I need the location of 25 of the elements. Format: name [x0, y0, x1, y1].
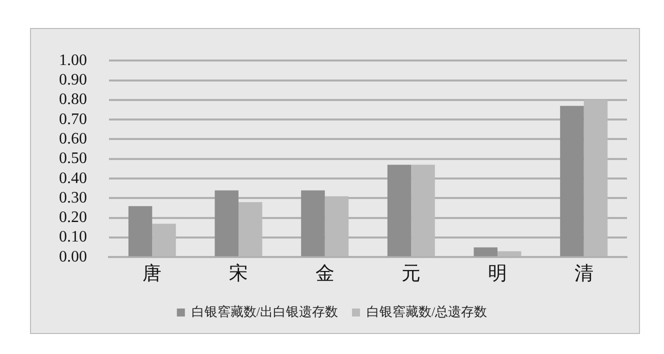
- x-tick-label: 唐: [142, 262, 162, 285]
- x-tick-label: 清: [574, 264, 594, 285]
- y-tick-label: 0.90: [59, 71, 87, 88]
- bar: [474, 247, 498, 256]
- bar: [301, 190, 325, 256]
- x-tick-label: 元: [402, 264, 421, 285]
- x-tick-label: 明: [488, 264, 507, 285]
- bar: [128, 206, 152, 256]
- x-tick-label: 宋: [229, 262, 248, 285]
- bar: [387, 164, 412, 256]
- y-tick-label: 0.40: [59, 170, 87, 187]
- y-tick-label: 0.10: [59, 228, 87, 246]
- y-tick-label: 0.60: [59, 130, 87, 148]
- y-tick-label: 0.70: [59, 110, 87, 128]
- y-tick-label: 0.20: [59, 209, 87, 226]
- bar: [560, 106, 584, 256]
- y-tick-label: 1.00: [59, 52, 87, 69]
- legend-label: 白银窖藏数/出白银遗存数: [191, 304, 338, 319]
- y-tick-label: 0.50: [59, 150, 87, 168]
- y-tick-label: 0.00: [59, 248, 87, 266]
- x-tick-label: 金: [315, 264, 334, 285]
- y-tick-label: 0.80: [59, 91, 87, 108]
- legend-label: 白银窖藏数/总遗存数: [366, 304, 488, 319]
- y-tick-label: 0.30: [59, 189, 87, 206]
- bar: [214, 190, 238, 256]
